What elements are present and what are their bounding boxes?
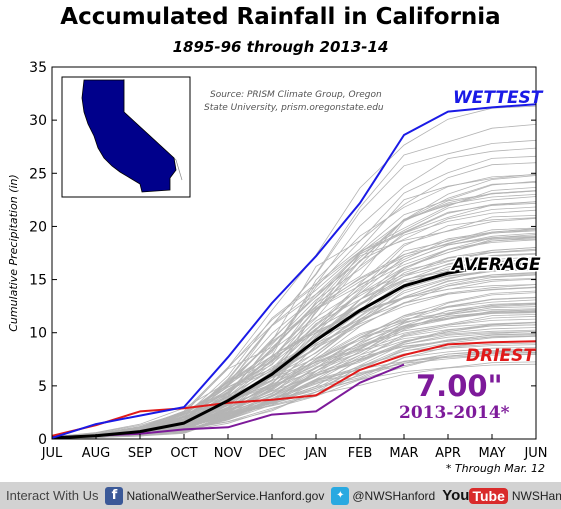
historical-year-line: [51, 363, 537, 439]
y-tick-label: 10: [29, 326, 47, 342]
series-line-average: [51, 262, 537, 440]
series-line-driest: [51, 340, 537, 437]
highlight-series-lines: [51, 103, 537, 440]
chart-title: Accumulated Rainfall in California: [60, 4, 501, 30]
youtube-label: NWSHanford: [511, 488, 561, 503]
x-tick-label: MAY: [478, 446, 505, 461]
x-tick-label: MAR: [389, 446, 418, 461]
twitter-label: @NWSHanford: [352, 488, 436, 503]
youtube-logo-you: You: [442, 487, 470, 504]
label-current-season: 2013-2014*: [399, 403, 510, 423]
chart-area: 0 5 10 15 20 25 30 35 JUL AUG SEP OCT NOV DEC JAN FEB MA…: [7, 60, 548, 461]
footer-lead: Interact With Us: [6, 488, 99, 503]
historical-year-line: [51, 238, 537, 439]
x-tick-label: OCT: [170, 446, 197, 461]
label-average: AVERAGE: [450, 255, 541, 275]
historical-year-line: [51, 155, 537, 438]
series-labels: WETTEST AVERAGE DRIEST 7.00"2013-2014*: [399, 88, 544, 423]
label-current-total: 7.00": [416, 369, 503, 403]
x-tick-label: JAN: [304, 446, 327, 461]
y-tick-label: 15: [29, 273, 47, 289]
california-map-shape: [81, 79, 177, 193]
chart-subtitle: 1895-96 through 2013-14: [172, 38, 389, 56]
historical-year-line: [51, 182, 537, 439]
footer-bar: Interact With Us f NationalWeatherServic…: [0, 482, 561, 509]
facebook-icon: f: [105, 486, 124, 505]
historical-year-line: [51, 350, 537, 439]
plot-frame: [51, 66, 537, 440]
axes: 0 5 10 15 20 25 30 35 JUL AUG SEP OCT NOV DEC JAN FEB MA…: [7, 60, 548, 461]
twitter-link[interactable]: ✦ @NWSHanford: [331, 486, 436, 505]
label-wettest: WETTEST: [453, 88, 544, 108]
y-tick-label: 0: [38, 432, 47, 448]
y-tick-label: 20: [29, 219, 47, 235]
historical-year-line: [51, 187, 537, 439]
source-note-line1: Source: PRISM Climate Group, Oregon: [210, 90, 382, 100]
historical-year-line: [51, 162, 537, 438]
y-tick-label: 35: [29, 60, 47, 76]
x-tick-label: JUN: [523, 446, 547, 461]
x-tick-label: JUL: [41, 446, 63, 461]
youtube-logo-tube: Tube: [469, 487, 508, 504]
label-driest: DRIEST: [466, 346, 536, 366]
series-line-wettest: [51, 103, 537, 439]
y-tick-label: 25: [29, 166, 47, 182]
x-tick-label: NOV: [214, 446, 243, 461]
x-tick-label: DEC: [258, 446, 285, 461]
y-tick-label: 5: [38, 379, 47, 395]
x-tick-label: AUG: [82, 446, 110, 461]
facebook-label: NationalWeatherService.Hanford.gov: [126, 488, 325, 503]
y-tick-label: 30: [29, 113, 47, 129]
inset-map: [61, 76, 191, 198]
youtube-icon: You Tube: [442, 487, 512, 504]
x-tick-label: SEP: [128, 446, 152, 461]
x-tick-label: APR: [435, 446, 461, 461]
twitter-icon: ✦: [331, 486, 350, 505]
y-axis-label: Cumulative Precipitation (in): [7, 174, 20, 332]
x-tick-label: FEB: [348, 446, 373, 461]
facebook-link[interactable]: f NationalWeatherService.Hanford.gov: [105, 486, 325, 505]
historical-year-line: [51, 237, 537, 438]
source-note-line2: State University, prism.oregonstate.edu: [204, 103, 384, 113]
footnote: * Through Mar. 12: [445, 462, 545, 475]
